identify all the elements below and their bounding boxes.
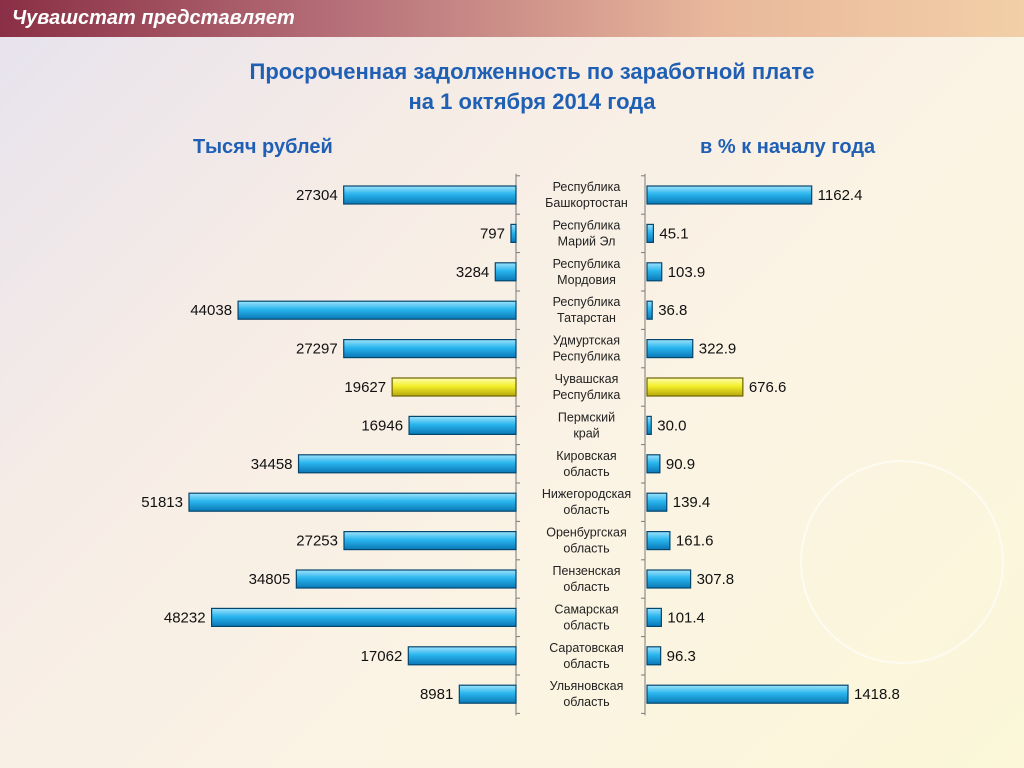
category-label-line2: Мордовия bbox=[557, 273, 616, 287]
category-label-line2: Башкортостан bbox=[545, 196, 628, 210]
right-value-label: 1418.8 bbox=[854, 686, 900, 703]
right-bar bbox=[646, 300, 653, 320]
right-bar bbox=[646, 569, 692, 589]
left-value-label: 17062 bbox=[361, 648, 403, 665]
category-label-line1: Пермский bbox=[558, 410, 615, 424]
category-label-line1: Республика bbox=[553, 180, 621, 194]
left-value-label: 44038 bbox=[190, 302, 232, 319]
left-value-label: 48232 bbox=[164, 609, 206, 626]
right-value-label: 307.8 bbox=[697, 571, 735, 588]
category-label-line2: область bbox=[563, 695, 609, 709]
category-label-line1: Республика bbox=[553, 295, 621, 309]
category-label-line2: Республика bbox=[553, 388, 621, 402]
right-value-label: 36.8 bbox=[658, 302, 687, 319]
left-value-label: 27304 bbox=[296, 187, 338, 204]
category-label-line2: Татарстан bbox=[557, 311, 616, 325]
category-label-line1: Чувашская bbox=[555, 372, 619, 386]
top-banner: Чувашстат представляет bbox=[0, 0, 1024, 37]
right-value-label: 322.9 bbox=[699, 341, 737, 358]
right-bar bbox=[646, 492, 668, 512]
category-label-line2: область bbox=[563, 618, 609, 632]
category-label-line1: Нижегородская bbox=[542, 487, 631, 501]
left-bar bbox=[188, 492, 517, 512]
right-value-label: 45.1 bbox=[659, 225, 688, 242]
category-label-line2: Марий Эл bbox=[558, 234, 616, 248]
right-bar bbox=[646, 415, 652, 435]
right-bar bbox=[646, 339, 694, 359]
left-bar bbox=[297, 454, 517, 474]
left-value-label: 16946 bbox=[361, 417, 403, 434]
category-label-line1: Пензенская bbox=[553, 564, 621, 578]
right-bar bbox=[646, 646, 662, 666]
right-bar bbox=[646, 684, 849, 704]
category-label-line1: Ульяновская bbox=[550, 679, 624, 693]
left-bar bbox=[494, 262, 517, 282]
left-value-label: 51813 bbox=[141, 494, 183, 511]
left-bar bbox=[295, 569, 517, 589]
left-bar bbox=[343, 185, 517, 205]
left-value-label: 3284 bbox=[456, 264, 489, 281]
category-label-line1: Кировская bbox=[556, 449, 616, 463]
category-label-line1: Оренбургская bbox=[546, 526, 626, 540]
left-value-label: 797 bbox=[480, 225, 505, 242]
category-label-line2: область bbox=[563, 465, 609, 479]
left-bar bbox=[408, 415, 517, 435]
right-value-label: 161.6 bbox=[676, 533, 714, 550]
right-value-label: 90.9 bbox=[666, 456, 695, 473]
left-bar bbox=[510, 223, 517, 243]
category-label-line2: край bbox=[573, 426, 599, 440]
left-value-label: 27297 bbox=[296, 341, 338, 358]
right-value-label: 103.9 bbox=[668, 264, 706, 281]
right-bar bbox=[646, 607, 662, 628]
left-value-label: 19627 bbox=[344, 379, 386, 396]
left-bar bbox=[343, 530, 517, 551]
right-value-label: 676.6 bbox=[749, 379, 787, 396]
left-bar bbox=[211, 607, 517, 628]
right-bar bbox=[646, 185, 813, 205]
left-bar bbox=[343, 339, 517, 359]
chart-title-line2: на 1 октября 2014 года bbox=[408, 89, 656, 114]
category-label-line1: Саратовская bbox=[549, 641, 624, 655]
right-value-label: 30.0 bbox=[657, 417, 686, 434]
decorative-circle bbox=[800, 460, 1004, 664]
right-bar bbox=[646, 262, 663, 282]
category-label-line1: Самарская bbox=[554, 602, 618, 616]
chart-title-line1: Просроченная задолженность по заработной… bbox=[249, 59, 815, 84]
right-value-label: 101.4 bbox=[667, 609, 705, 626]
right-value-label: 139.4 bbox=[673, 494, 711, 511]
category-label-line1: Республика bbox=[553, 257, 621, 271]
right-bar bbox=[646, 454, 661, 474]
left-bar bbox=[237, 300, 517, 320]
left-value-label: 34458 bbox=[251, 456, 293, 473]
left-axis-caption: Тысяч рублей bbox=[193, 136, 333, 158]
category-label-line2: область bbox=[563, 503, 609, 517]
right-value-label: 1162.4 bbox=[818, 187, 863, 204]
left-value-label: 34805 bbox=[249, 571, 291, 588]
right-value-label: 96.3 bbox=[667, 648, 696, 665]
left-value-label: 27253 bbox=[296, 533, 338, 550]
category-label-line2: область bbox=[563, 580, 609, 594]
right-bar bbox=[646, 377, 744, 397]
right-bar bbox=[646, 223, 654, 243]
category-label-line2: область bbox=[563, 542, 609, 556]
category-label-line2: Республика bbox=[553, 350, 621, 364]
left-value-label: 8981 bbox=[420, 686, 453, 703]
category-label-line2: область bbox=[563, 657, 609, 671]
category-label-line1: Удмуртская bbox=[553, 334, 620, 348]
left-bar bbox=[458, 684, 517, 704]
right-bar bbox=[646, 530, 671, 551]
banner-title: Чувашстат представляет bbox=[12, 7, 295, 29]
left-bar bbox=[407, 646, 517, 666]
right-axis-caption: в % к началу года bbox=[700, 136, 876, 158]
category-label-line1: Республика bbox=[553, 218, 621, 232]
left-bar bbox=[391, 377, 517, 397]
